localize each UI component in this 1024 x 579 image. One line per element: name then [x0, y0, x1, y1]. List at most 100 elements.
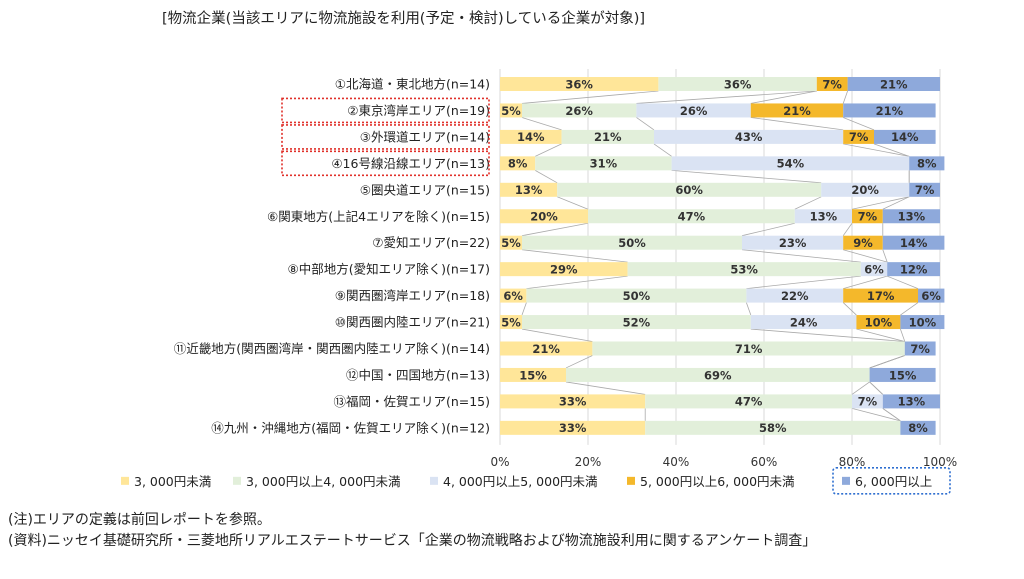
legend-swatch	[627, 476, 635, 485]
series-connector	[746, 275, 861, 289]
data-label: 5%	[501, 236, 521, 250]
series-connector	[843, 117, 875, 131]
data-label: 21%	[783, 104, 811, 118]
x-axis-tick-labels: 0% 20% 40% 60% 80% 100%	[490, 455, 957, 469]
series-connector	[794, 196, 822, 210]
bar-segment	[746, 288, 844, 303]
bar-segment	[816, 77, 848, 91]
data-label: 5%	[501, 315, 521, 329]
category-label: ⑤圏央道エリア(n=15)	[360, 182, 490, 197]
data-label: 36%	[724, 77, 752, 91]
bar-segment	[500, 394, 646, 409]
bar-segment	[852, 394, 883, 409]
series-connector	[882, 249, 888, 263]
series-connector	[851, 408, 901, 422]
series-connector	[856, 328, 905, 342]
category-label: ⑧中部地方(愛知エリア除く)(n=17)	[287, 262, 490, 277]
category-label: ⑭九州・沖縄地方(福岡・佐賀エリア除く)(n=12)	[211, 420, 490, 435]
series-connector	[843, 249, 888, 263]
category-label: ⑫中国・四国地方(n=13)	[346, 367, 490, 382]
bar-segment	[500, 77, 659, 91]
data-label: 33%	[559, 395, 587, 409]
data-label: 8%	[908, 421, 928, 435]
bar-segment	[522, 315, 751, 330]
x-tick-label: 40%	[663, 455, 690, 469]
series-connector	[842, 302, 857, 316]
legend-swatch	[430, 476, 438, 485]
legend-label: 5, 000円以上6, 000円未満	[640, 474, 795, 489]
category-label: ⑬福岡・佐賀エリア(n=15)	[333, 394, 490, 409]
data-label: 24%	[790, 315, 818, 329]
bar-segment	[500, 288, 527, 303]
data-label: 8%	[508, 157, 528, 171]
series-connector	[843, 275, 888, 289]
data-label: 10%	[865, 315, 893, 329]
bar-segment	[645, 420, 901, 435]
x-tick-label: 20%	[575, 455, 602, 469]
series-connector	[521, 90, 659, 104]
data-label: 54%	[777, 157, 805, 171]
series-connector	[741, 249, 861, 263]
category-label: ⑩関西圏内陸エリア(n=21)	[335, 315, 490, 330]
series-connector	[843, 143, 910, 157]
bar-segment	[526, 288, 747, 303]
data-labels: 36% 36% 7% 21%5% 26% 26% 21% 21%14% 21% 43% 7% 14%8…	[501, 77, 941, 435]
bar-segment	[500, 341, 593, 356]
bar-segment	[500, 182, 558, 197]
data-label: 13%	[898, 210, 926, 224]
series-connector	[900, 302, 919, 316]
bar-segment	[909, 182, 940, 197]
bar-segment	[500, 209, 588, 224]
bar-segment	[882, 235, 945, 250]
stacked-bar-chart: 36% 36% 7% 21%5% 26% 26% 21% 21%14% 21% 43% 7% 14%8…	[121, 69, 957, 495]
bar-segment	[522, 235, 742, 250]
data-label: 7%	[858, 395, 878, 409]
data-label: 7%	[858, 210, 878, 224]
x-tick-label: 60%	[751, 455, 778, 469]
data-label: 21%	[532, 342, 560, 356]
data-label: 50%	[618, 236, 646, 250]
bar-segments	[500, 77, 945, 435]
data-label: 6%	[503, 289, 523, 303]
data-label: 15%	[889, 368, 917, 382]
data-label: 14%	[891, 130, 919, 144]
category-label: ⑪近畿地方(関西圏湾岸・関西圏内陸エリア除く)(n=14)	[174, 341, 490, 356]
bar-segment	[843, 103, 936, 118]
legend-swatch	[233, 476, 241, 485]
data-label: 21%	[876, 104, 904, 118]
bar-segment	[500, 235, 522, 250]
data-label: 7%	[849, 130, 869, 144]
data-label: 10%	[909, 315, 937, 329]
bar-segment	[909, 156, 945, 171]
series-connector	[842, 223, 853, 236]
bar-segment	[658, 77, 817, 91]
data-label: 9%	[853, 236, 873, 250]
bar-segment	[794, 209, 852, 224]
series-connector	[873, 143, 910, 157]
data-label: 14%	[517, 130, 545, 144]
footnote-note: (注)エリアの定義は前回レポートを参照。	[8, 512, 271, 528]
bar-segment	[561, 129, 654, 144]
data-label: 13%	[515, 183, 543, 197]
series-connector	[671, 169, 822, 184]
series-connector	[869, 381, 884, 395]
data-label: 22%	[781, 289, 809, 303]
data-label: 12%	[900, 262, 928, 276]
category-label: ②東京湾岸エリア(n=19)	[347, 103, 490, 118]
series-connector	[557, 196, 589, 210]
data-label: 58%	[759, 421, 787, 435]
category-label: ⑦愛知エリア(n=22)	[372, 235, 490, 250]
data-label: 33%	[559, 421, 587, 435]
highlight-box	[281, 150, 490, 177]
legend-label: 3, 000円以上4, 000円未満	[246, 474, 401, 489]
x-tick-label: 100%	[923, 455, 957, 469]
series-connector	[521, 249, 628, 263]
bar-segment	[535, 156, 672, 171]
series-connector	[526, 275, 628, 289]
bar-segment	[636, 103, 751, 118]
bar-segment	[900, 315, 945, 330]
series-connector	[535, 170, 558, 184]
bar-segment	[856, 315, 901, 330]
data-label: 36%	[565, 77, 593, 91]
data-label: 13%	[810, 210, 838, 224]
